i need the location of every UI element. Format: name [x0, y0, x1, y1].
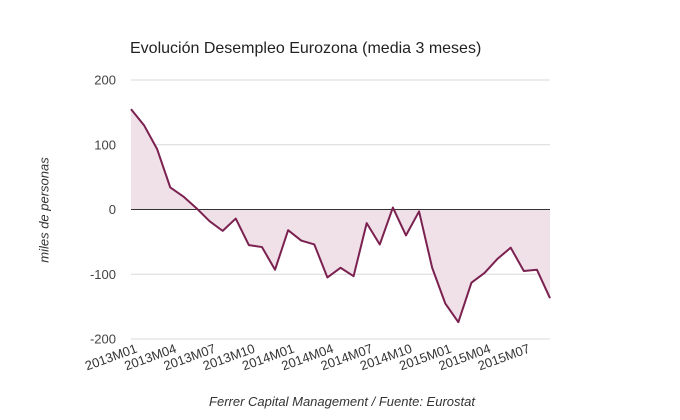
y-tick-label: 100: [94, 137, 116, 152]
series-line: [130, 108, 551, 324]
source-caption: Ferrer Capital Management / Fuente: Euro…: [209, 394, 475, 409]
area-fill: [131, 109, 550, 323]
chart-title: Evolución Desempleo Eurozona (media 3 me…: [130, 40, 482, 57]
y-tick-label: -200: [90, 332, 116, 347]
y-tick-label: 0: [109, 202, 116, 217]
y-axis-ticks: 200 100 0 -100 -200: [90, 73, 116, 347]
y-tick-label: -100: [90, 267, 116, 282]
y-tick-label: 200: [94, 73, 116, 88]
x-axis-ticks: 2013M012013M042013M072013M102014M012014M…: [83, 341, 532, 374]
